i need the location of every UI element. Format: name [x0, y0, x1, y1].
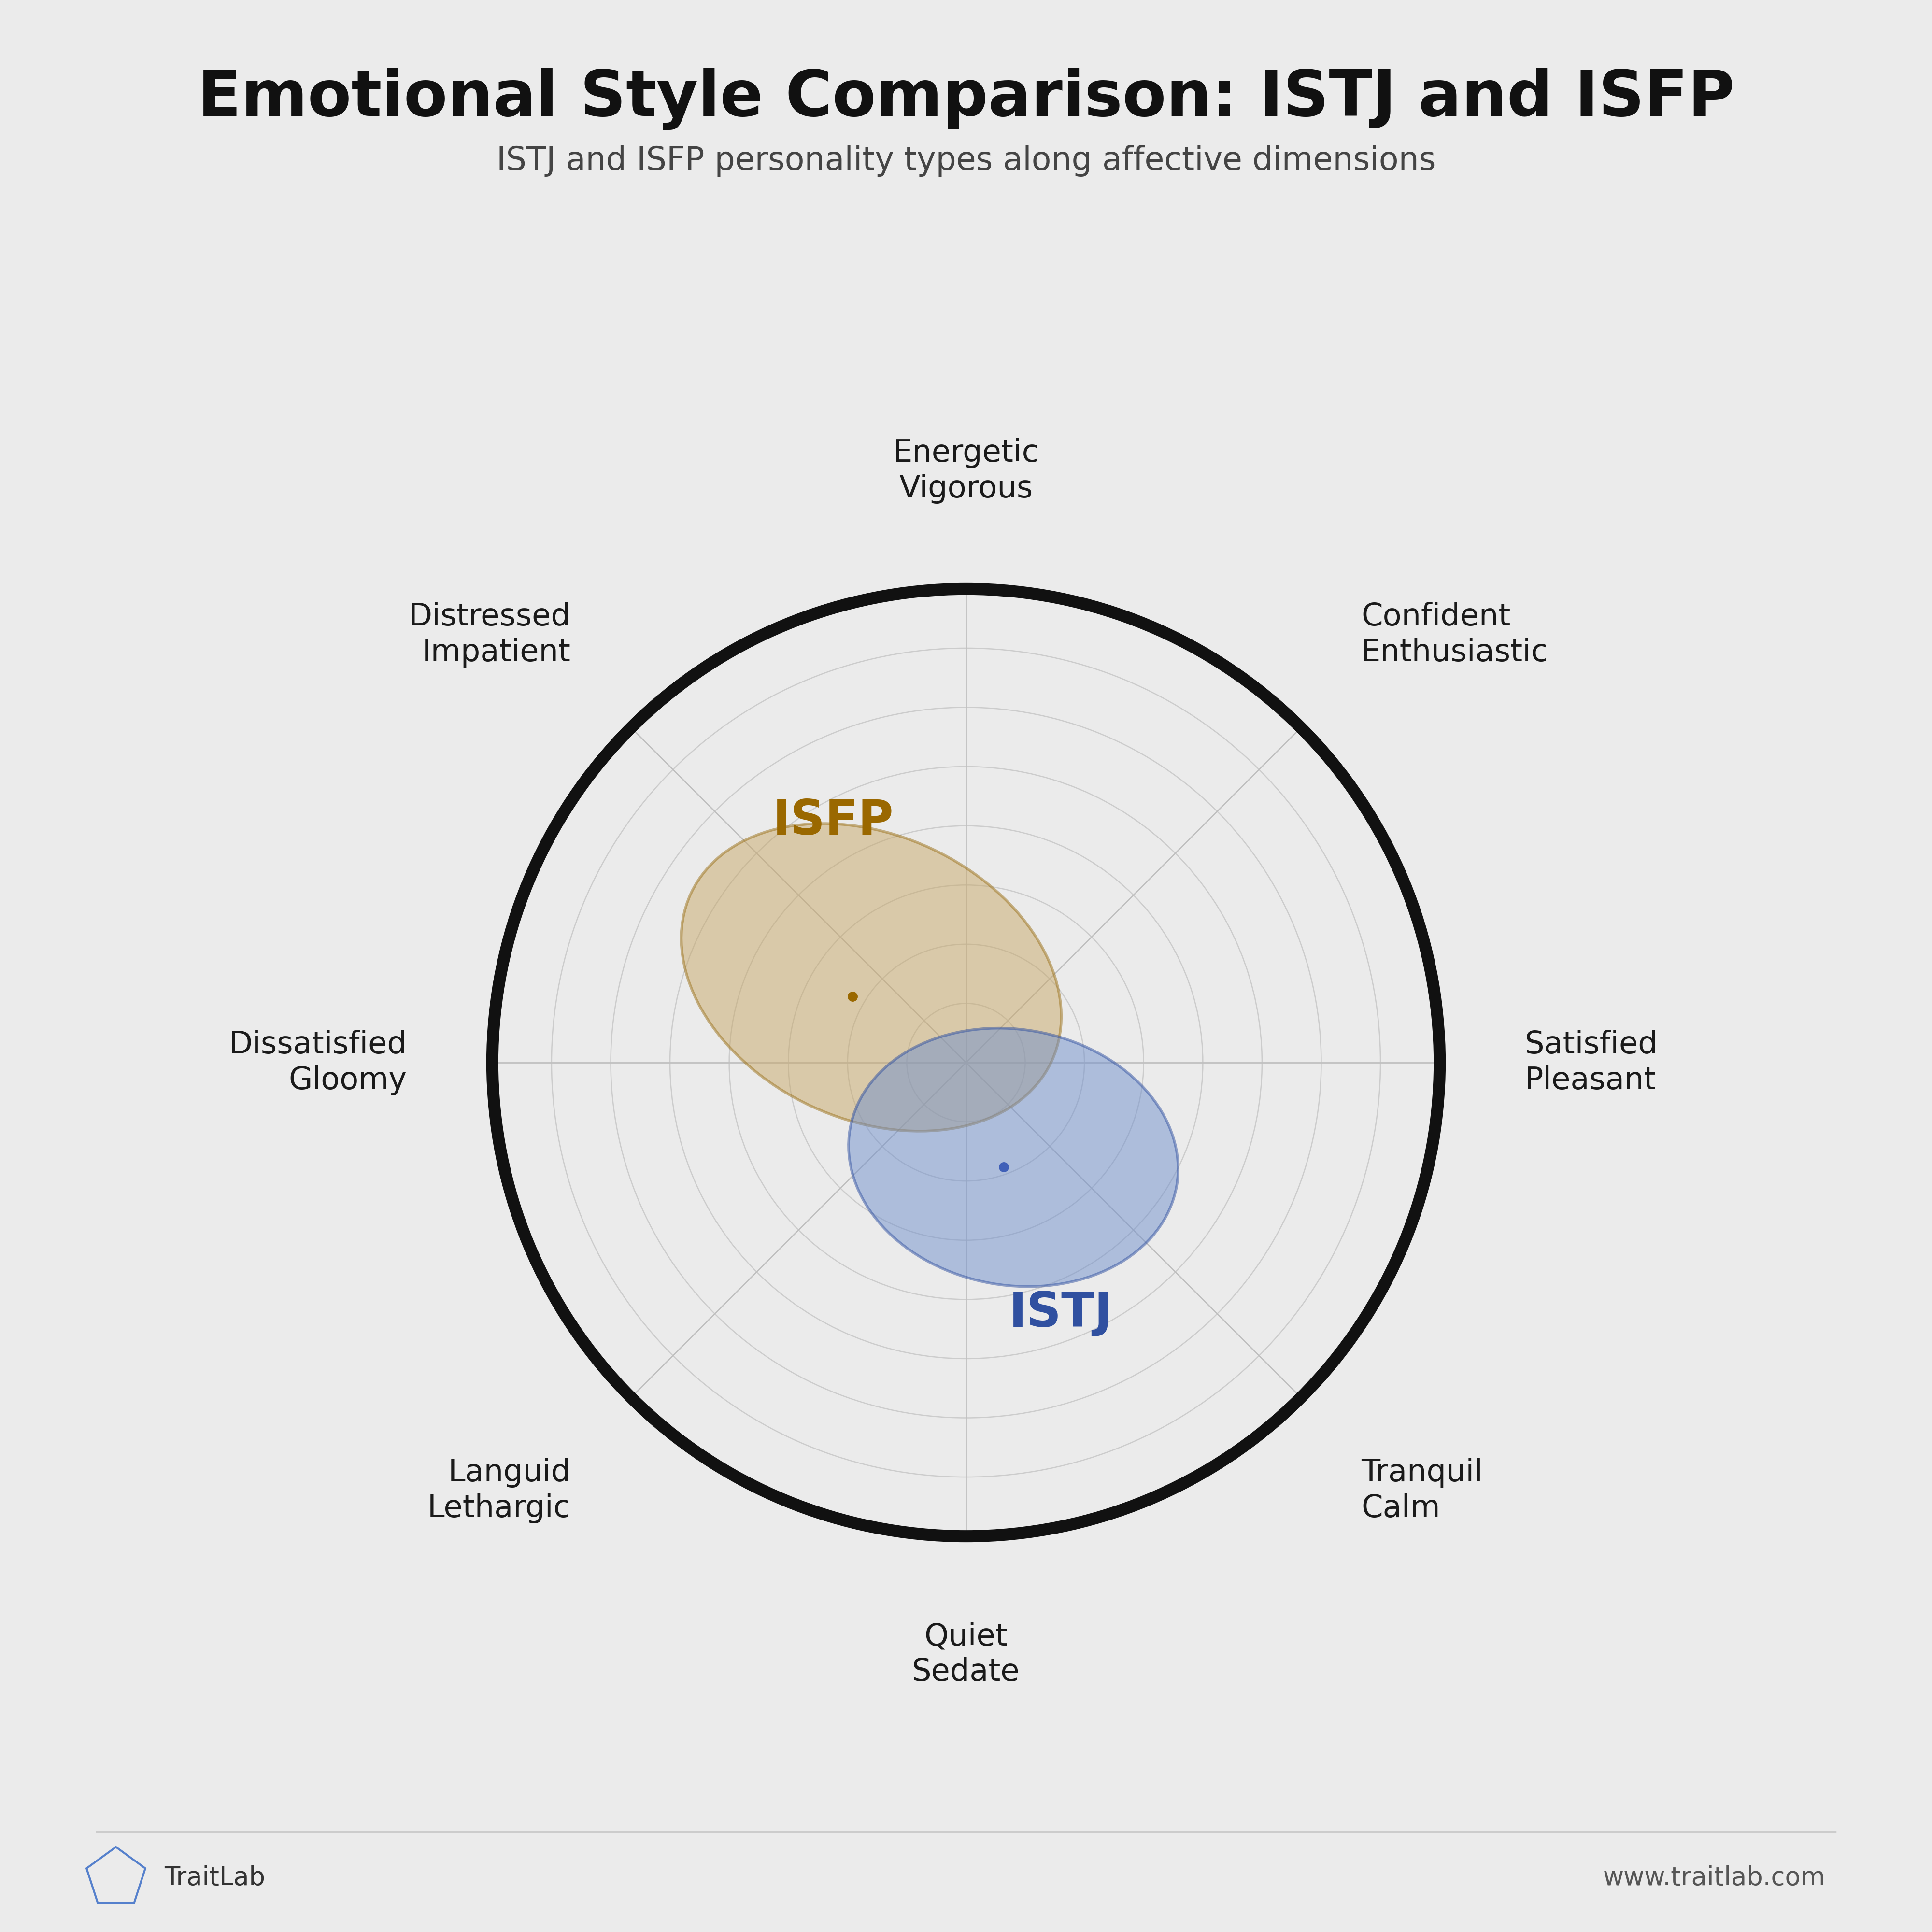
Text: Energetic
Vigorous: Energetic Vigorous: [893, 439, 1039, 504]
Text: ISFP: ISFP: [773, 798, 895, 844]
Text: ISTJ: ISTJ: [1009, 1291, 1113, 1337]
Text: Quiet
Sedate: Quiet Sedate: [912, 1621, 1020, 1687]
Text: Dissatisfied
Gloomy: Dissatisfied Gloomy: [228, 1030, 408, 1095]
Text: Confident
Enthusiastic: Confident Enthusiastic: [1362, 601, 1549, 667]
Text: Emotional Style Comparison: ISTJ and ISFP: Emotional Style Comparison: ISTJ and ISF…: [197, 68, 1735, 129]
Text: ISTJ and ISFP personality types along affective dimensions: ISTJ and ISFP personality types along af…: [497, 145, 1435, 178]
Text: Satisfied
Pleasant: Satisfied Pleasant: [1524, 1030, 1658, 1095]
Text: Languid
Lethargic: Languid Lethargic: [427, 1459, 570, 1524]
Text: TraitLab: TraitLab: [164, 1866, 265, 1889]
Text: www.traitlab.com: www.traitlab.com: [1604, 1866, 1826, 1889]
Text: Distressed
Impatient: Distressed Impatient: [408, 601, 570, 667]
Ellipse shape: [848, 1028, 1179, 1287]
Text: Tranquil
Calm: Tranquil Calm: [1362, 1459, 1484, 1524]
Ellipse shape: [682, 823, 1061, 1130]
